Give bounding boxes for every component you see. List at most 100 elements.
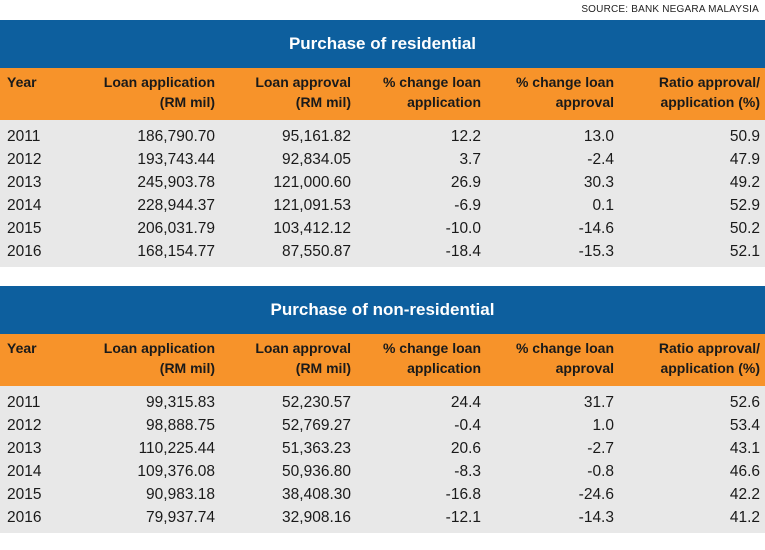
cell-ratio: 53.4 bbox=[729, 417, 760, 434]
cell-ratio: 52.9 bbox=[729, 197, 760, 214]
table-title: Purchase of non-residential bbox=[0, 286, 765, 334]
header-change-application: % change loan application bbox=[382, 74, 481, 110]
header-year: Year bbox=[7, 340, 37, 356]
source-credit: SOURCE: BANK NEGARA MALAYSIA bbox=[581, 4, 759, 15]
table-row: 2015 206,031.79 103,412.12 -10.0 -14.6 50.2 bbox=[0, 217, 765, 240]
header-loan-approval: Loan approval (RM mil) bbox=[255, 74, 351, 110]
cell-ratio: 43.1 bbox=[729, 440, 760, 457]
cell-loan-approval: 121,091.53 bbox=[273, 197, 351, 214]
cell-change-approval: -14.3 bbox=[578, 509, 614, 526]
cell-change-approval: -15.3 bbox=[578, 243, 614, 260]
cell-year: 2011 bbox=[7, 128, 41, 145]
cell-change-application: -16.8 bbox=[445, 486, 481, 503]
table-non-residential: Purchase of non-residential Year Loan ap… bbox=[0, 286, 765, 533]
table-row: 2012 193,743.44 92,834.05 3.7 -2.4 47.9 bbox=[0, 148, 765, 171]
cell-loan-approval: 52,769.27 bbox=[282, 417, 351, 434]
header-loan-approval: Loan approval (RM mil) bbox=[255, 340, 351, 376]
cell-year: 2014 bbox=[7, 197, 42, 214]
cell-year: 2013 bbox=[7, 440, 42, 457]
cell-year: 2014 bbox=[7, 463, 42, 480]
cell-change-approval: 30.3 bbox=[583, 174, 614, 191]
cell-year: 2012 bbox=[7, 417, 42, 434]
table-row: 2011 99,315.83 52,230.57 24.4 31.7 52.6 bbox=[0, 391, 765, 414]
table-residential: Purchase of residential Year Loan applic… bbox=[0, 20, 765, 267]
cell-change-application: -8.3 bbox=[454, 463, 481, 480]
cell-loan-approval: 52,230.57 bbox=[282, 394, 351, 411]
table-row: 2016 168,154.77 87,550.87 -18.4 -15.3 52.1 bbox=[0, 240, 765, 263]
table-row: 2016 79,937.74 32,908.16 -12.1 -14.3 41.2 bbox=[0, 506, 765, 529]
cell-year: 2015 bbox=[7, 220, 42, 237]
cell-loan-application: 206,031.79 bbox=[137, 220, 215, 237]
cell-loan-approval: 32,908.16 bbox=[282, 509, 351, 526]
cell-ratio: 49.2 bbox=[729, 174, 760, 191]
cell-change-application: 12.2 bbox=[450, 128, 481, 145]
table-row: 2014 109,376.08 50,936.80 -8.3 -0.8 46.6 bbox=[0, 460, 765, 483]
cell-loan-application: 98,888.75 bbox=[146, 417, 215, 434]
table-row: 2014 228,944.37 121,091.53 -6.9 0.1 52.9 bbox=[0, 194, 765, 217]
cell-ratio: 41.2 bbox=[729, 509, 760, 526]
header-ratio: Ratio approval/application (%) bbox=[658, 340, 760, 376]
cell-ratio: 42.2 bbox=[729, 486, 760, 503]
cell-loan-approval: 38,408.30 bbox=[282, 486, 351, 503]
table-title: Purchase of residential bbox=[0, 20, 765, 68]
cell-loan-application: 228,944.37 bbox=[137, 197, 215, 214]
table-row: 2013 110,225.44 51,363.23 20.6 -2.7 43.1 bbox=[0, 437, 765, 460]
header-row: Year Loan application (RM mil) Loan appro… bbox=[0, 334, 765, 386]
cell-change-application: 24.4 bbox=[450, 394, 481, 411]
header-loan-application: Loan application (RM mil) bbox=[103, 74, 215, 110]
cell-loan-application: 79,937.74 bbox=[146, 509, 215, 526]
header-loan-application: Loan application (RM mil) bbox=[103, 340, 215, 376]
header-row: Year Loan application (RM mil) Loan appro… bbox=[0, 68, 765, 120]
cell-change-application: 20.6 bbox=[450, 440, 481, 457]
cell-change-approval: -24.6 bbox=[578, 486, 614, 503]
header-year: Year bbox=[7, 74, 37, 90]
cell-loan-application: 168,154.77 bbox=[137, 243, 215, 260]
cell-year: 2016 bbox=[7, 509, 42, 526]
cell-change-application: -6.9 bbox=[454, 197, 481, 214]
cell-change-application: -10.0 bbox=[445, 220, 481, 237]
header-ratio: Ratio approval/application (%) bbox=[658, 74, 760, 110]
cell-year: 2012 bbox=[7, 151, 42, 168]
cell-loan-application: 90,983.18 bbox=[146, 486, 215, 503]
table-body: 2011 99,315.83 52,230.57 24.4 31.7 52.6 2012 98… bbox=[0, 386, 765, 533]
cell-change-application: -0.4 bbox=[454, 417, 481, 434]
cell-loan-approval: 92,834.05 bbox=[282, 151, 351, 168]
cell-change-application: 26.9 bbox=[450, 174, 481, 191]
cell-loan-approval: 95,161.82 bbox=[282, 128, 351, 145]
cell-change-approval: -0.8 bbox=[587, 463, 614, 480]
cell-loan-approval: 50,936.80 bbox=[282, 463, 351, 480]
table-row: 2013 245,903.78 121,000.60 26.9 30.3 49.2 bbox=[0, 171, 765, 194]
cell-loan-approval: 51,363.23 bbox=[282, 440, 351, 457]
cell-change-approval: 13.0 bbox=[583, 128, 614, 145]
cell-ratio: 50.2 bbox=[729, 220, 760, 237]
cell-year: 2015 bbox=[7, 486, 42, 503]
cell-loan-application: 193,743.44 bbox=[137, 151, 215, 168]
cell-loan-application: 99,315.83 bbox=[146, 394, 215, 411]
header-change-approval: % change loan approval bbox=[515, 74, 614, 110]
cell-loan-application: 110,225.44 bbox=[138, 440, 215, 457]
header-change-approval: % change loan approval bbox=[515, 340, 614, 376]
cell-change-application: -12.1 bbox=[445, 509, 481, 526]
cell-year: 2011 bbox=[7, 394, 41, 411]
cell-ratio: 52.1 bbox=[729, 243, 760, 260]
cell-change-approval: 31.7 bbox=[583, 394, 614, 411]
cell-loan-approval: 87,550.87 bbox=[282, 243, 351, 260]
cell-change-approval: -14.6 bbox=[578, 220, 614, 237]
cell-year: 2016 bbox=[7, 243, 42, 260]
cell-loan-application: 186,790.70 bbox=[137, 128, 215, 145]
cell-ratio: 50.9 bbox=[729, 128, 760, 145]
header-change-application: % change loan application bbox=[382, 340, 481, 376]
cell-change-approval: 0.1 bbox=[592, 197, 614, 214]
table-row: 2012 98,888.75 52,769.27 -0.4 1.0 53.4 bbox=[0, 414, 765, 437]
cell-loan-application: 109,376.08 bbox=[137, 463, 215, 480]
cell-change-approval: -2.4 bbox=[587, 151, 614, 168]
table-body: 2011 186,790.70 95,161.82 12.2 13.0 50.9 2012 1… bbox=[0, 120, 765, 267]
cell-year: 2013 bbox=[7, 174, 42, 191]
cell-ratio: 52.6 bbox=[729, 394, 760, 411]
cell-change-approval: -2.7 bbox=[587, 440, 614, 457]
cell-ratio: 46.6 bbox=[729, 463, 760, 480]
cell-change-approval: 1.0 bbox=[592, 417, 614, 434]
cell-loan-application: 245,903.78 bbox=[137, 174, 215, 191]
cell-loan-approval: 121,000.60 bbox=[273, 174, 351, 191]
cell-loan-approval: 103,412.12 bbox=[273, 220, 351, 237]
